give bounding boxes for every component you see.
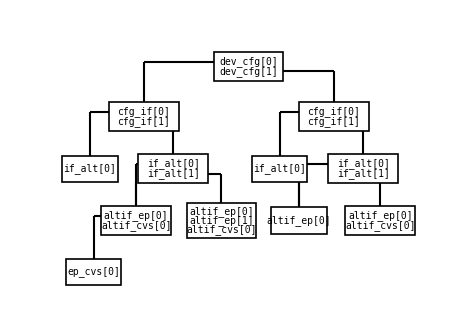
- Text: altif_ep[0]: altif_ep[0]: [266, 215, 331, 226]
- Text: if_alt[1]: if_alt[1]: [337, 168, 390, 179]
- Text: dev_cfg[1]: dev_cfg[1]: [219, 66, 278, 77]
- Bar: [213, 52, 283, 81]
- Text: altif_ep[0]: altif_ep[0]: [104, 210, 168, 221]
- Text: ep_cvs[0]: ep_cvs[0]: [67, 266, 120, 277]
- Bar: [251, 156, 307, 182]
- Text: altif_ep[0]: altif_ep[0]: [189, 206, 254, 217]
- Text: cfg_if[1]: cfg_if[1]: [117, 116, 170, 127]
- Text: if_alt[0]: if_alt[0]: [337, 159, 390, 169]
- Text: if_alt[1]: if_alt[1]: [147, 168, 200, 179]
- Text: if_alt[0]: if_alt[0]: [253, 164, 306, 174]
- Text: altif_cvs[0]: altif_cvs[0]: [345, 220, 416, 231]
- Text: dev_cfg[0]: dev_cfg[0]: [219, 56, 278, 67]
- Bar: [66, 259, 121, 285]
- Text: if_alt[0]: if_alt[0]: [147, 159, 200, 169]
- Bar: [138, 154, 208, 184]
- Text: cfg_if[0]: cfg_if[0]: [307, 106, 360, 117]
- Bar: [187, 203, 256, 238]
- Text: cfg_if[1]: cfg_if[1]: [307, 116, 360, 127]
- Text: altif_cvs[0]: altif_cvs[0]: [101, 220, 171, 231]
- Text: cfg_if[0]: cfg_if[0]: [117, 106, 170, 117]
- Text: if_alt[0]: if_alt[0]: [63, 164, 116, 174]
- Bar: [299, 102, 369, 131]
- Bar: [109, 102, 179, 131]
- Text: altif_ep[1]: altif_ep[1]: [189, 215, 254, 226]
- Text: altif_ep[0]: altif_ep[0]: [348, 210, 413, 221]
- Bar: [328, 154, 398, 184]
- Bar: [345, 206, 415, 235]
- Bar: [101, 206, 171, 235]
- Bar: [62, 156, 118, 182]
- Text: altif_cvs[0]: altif_cvs[0]: [186, 224, 257, 235]
- Bar: [271, 207, 327, 234]
